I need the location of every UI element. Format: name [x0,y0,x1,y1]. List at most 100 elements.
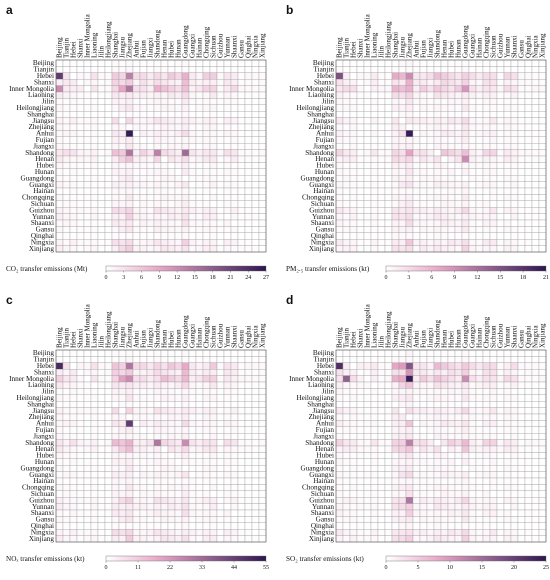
heatmap-cell [391,362,400,370]
heatmap-cell [384,123,393,131]
heatmap-cell [55,72,64,80]
heatmap-cell [468,104,477,112]
heatmap-cell [90,516,99,523]
heatmap-cell [370,117,379,125]
heatmap-cell [181,181,190,189]
heatmap-cell [83,471,92,479]
heatmap-cell [230,497,239,504]
heatmap-cell [503,490,512,498]
heatmap-cell [55,535,64,543]
heatmap-cell [405,130,414,137]
heatmap-cell [223,401,232,408]
heatmap-cell [517,130,526,137]
heatmap-cell [97,426,106,434]
heatmap-cell [419,369,428,376]
heatmap-cell [230,175,239,182]
heatmap-cell [489,433,498,440]
heatmap-cell [111,123,120,131]
heatmap-cell [258,117,267,125]
heatmap-cell [153,529,162,536]
heatmap-cell [188,219,197,227]
heatmap-cell [195,452,204,459]
heatmap-cell [335,181,344,189]
heatmap-cell [139,529,148,536]
heatmap-cell [146,66,155,73]
heatmap-cell [174,426,183,434]
heatmap-cell [244,458,253,466]
heatmap-cell [405,381,414,389]
heatmap-cell [503,356,512,363]
heatmap-cell [468,458,477,466]
heatmap-cell [349,155,358,163]
heatmap-cell [258,72,267,80]
heatmap-cell [209,401,218,408]
heatmap-cell [216,509,225,517]
heatmap-cell [447,458,456,466]
heatmap-cell [342,175,351,182]
heatmap-cell [104,175,113,182]
heatmap-cell [440,104,449,112]
heatmap-cell [104,194,113,201]
heatmap-cell [55,388,64,395]
heatmap-cell [230,79,239,86]
heatmap-cell [342,239,351,246]
heatmap-cell [475,111,484,118]
heatmap-cell [349,439,358,447]
heatmap-cell [363,98,372,105]
heatmap-cell [349,381,358,389]
heatmap-cell [433,490,442,498]
heatmap-cell [517,98,526,105]
heatmap-cell [482,245,491,253]
heatmap-cell [209,59,218,67]
heatmap-cell [531,401,540,408]
heatmap-cell [244,213,253,221]
heatmap-cell [342,445,351,453]
heatmap-cell [104,123,113,131]
row-label: Liaoning [308,381,334,389]
heatmap-cell [391,439,400,447]
heatmap-cell [426,407,435,415]
heatmap-cell [139,117,148,125]
column-label: Tianjin [342,328,350,348]
heatmap-cell [531,433,540,440]
heatmap-cell [76,91,85,99]
heatmap-cell [482,439,491,447]
column-label: Jilin [377,45,385,58]
column-label: Anhui [412,330,420,348]
heatmap-cell [146,59,155,67]
heatmap-cell [174,445,183,453]
heatmap-cell [111,149,120,157]
heatmap-cell [202,458,211,466]
heatmap-cell [69,490,78,498]
heatmap-cell [433,213,442,221]
heatmap-cell [237,490,246,498]
heatmap-cell [510,522,519,530]
heatmap-cell [160,445,169,453]
heatmap-cell [503,535,512,543]
heatmap-cell [160,59,169,67]
heatmap-cell [377,509,386,517]
heatmap-cell [139,136,148,144]
heatmap-cell [160,117,169,125]
heatmap-cell [97,413,106,421]
colorbar-tick-label: 3 [122,275,125,281]
heatmap-cell [160,200,169,208]
heatmap-cell [62,79,71,86]
heatmap-cell [132,381,141,389]
heatmap-cell [230,529,239,536]
row-label: Shanxi [314,368,334,376]
heatmap-cell [181,239,190,246]
heatmap-cell [55,426,64,434]
heatmap-cell [426,111,435,118]
heatmap-cell [370,420,379,427]
heatmap-cell [482,149,491,157]
heatmap-cell [111,219,120,227]
heatmap-cell [174,490,183,498]
heatmap-cell [195,445,204,453]
heatmap-cell [125,187,134,195]
heatmap-cell [251,59,260,67]
heatmap-cell [342,516,351,523]
heatmap-cell [258,433,267,440]
heatmap-cell [111,522,120,530]
